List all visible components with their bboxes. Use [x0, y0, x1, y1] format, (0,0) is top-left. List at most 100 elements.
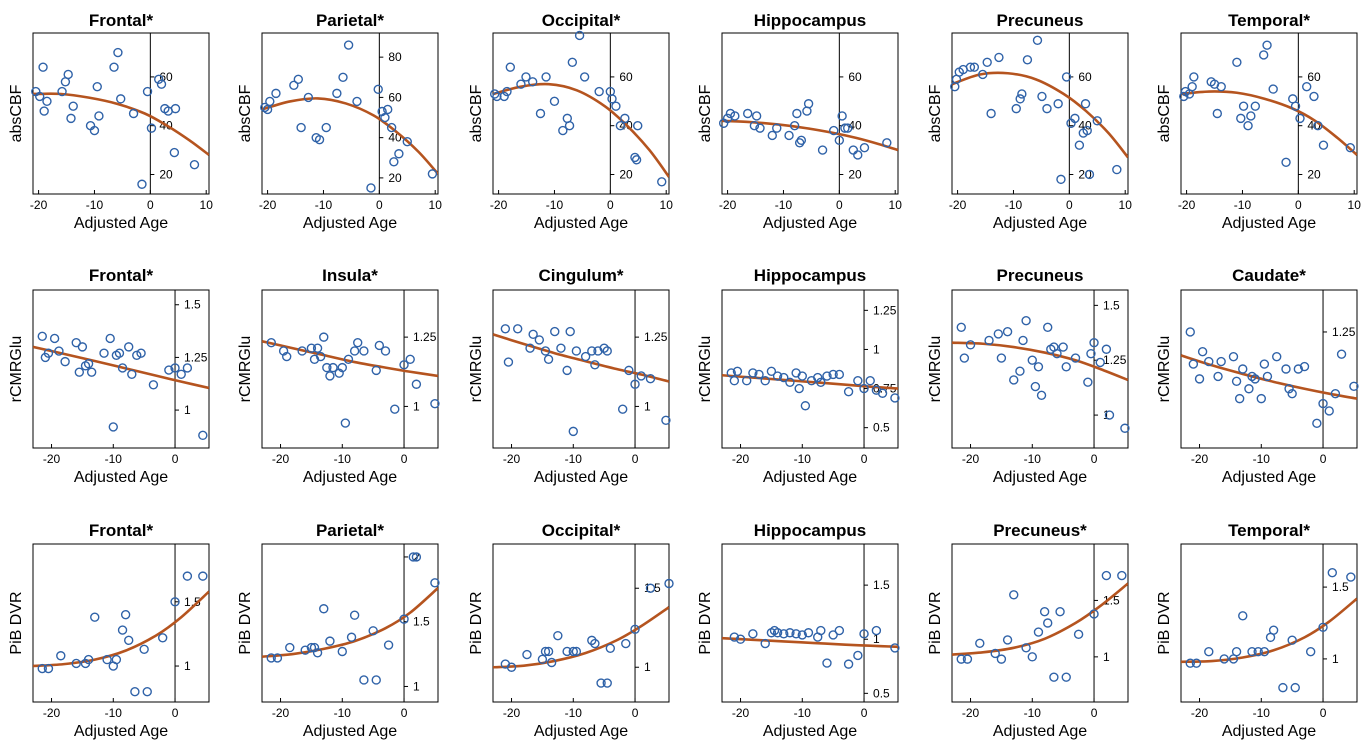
data-point — [1080, 99, 1091, 109]
data-point — [986, 108, 996, 119]
data-point — [1284, 384, 1294, 394]
data-point — [871, 625, 882, 636]
data-point — [725, 108, 736, 119]
data-point — [117, 625, 128, 635]
x-tick-label: -20 — [272, 452, 290, 466]
data-point — [594, 86, 604, 97]
data-point — [1089, 609, 1099, 619]
data-point — [371, 365, 381, 376]
data-point — [969, 62, 980, 72]
data-point — [1027, 355, 1037, 365]
data-point — [1188, 359, 1199, 369]
data-point — [993, 329, 1004, 339]
fit-curve — [493, 82, 669, 178]
data-point — [664, 578, 674, 589]
data-point — [1231, 647, 1242, 657]
data-point — [1074, 140, 1085, 150]
data-point — [405, 354, 415, 364]
data-point — [1278, 682, 1288, 693]
data-point — [37, 331, 47, 342]
y-tick-label: 80 — [388, 50, 402, 64]
data-point — [636, 371, 646, 381]
y-tick-label: 0.5 — [873, 686, 890, 700]
plot-frame — [721, 543, 899, 703]
data-point — [834, 369, 845, 380]
data-point — [1070, 353, 1081, 363]
y-tick-label: 20 — [159, 167, 173, 181]
data-point — [568, 646, 578, 657]
y-tick-label: 60 — [1078, 70, 1092, 84]
data-point — [1089, 337, 1099, 348]
x-tick-label: -20 — [949, 198, 967, 212]
data-point — [492, 91, 502, 102]
data-point — [797, 371, 807, 381]
x-tick-label: 10 — [200, 198, 214, 212]
data-point — [1011, 103, 1021, 114]
data-point — [157, 633, 168, 643]
data-point — [427, 169, 438, 179]
y-axis-label: rCMRGlu — [8, 336, 25, 403]
x-axis-label: Adjusted Age — [1222, 215, 1316, 232]
data-point — [1259, 359, 1270, 369]
y-axis-label: absCBF — [8, 84, 25, 142]
y-tick-label: 2 — [413, 550, 420, 564]
data-point — [813, 372, 823, 383]
data-point — [285, 642, 295, 653]
data-point — [580, 351, 591, 362]
data-point — [1061, 672, 1071, 682]
plot-frame — [32, 543, 210, 703]
data-point — [1204, 647, 1214, 657]
data-point — [537, 654, 548, 665]
data-point — [596, 678, 606, 688]
data-point — [500, 324, 511, 334]
data-point — [556, 343, 566, 353]
data-point — [754, 369, 764, 380]
data-point — [513, 324, 523, 334]
y-tick-label: 1.5 — [1103, 593, 1120, 607]
data-point — [772, 628, 783, 638]
data-point — [1101, 570, 1112, 581]
data-point — [309, 642, 320, 653]
data-point — [1302, 81, 1312, 92]
data-point — [1346, 572, 1356, 582]
data-point — [371, 675, 381, 685]
data-point — [303, 92, 314, 103]
x-tick-label: -10 — [1253, 706, 1271, 720]
data-point — [322, 362, 332, 373]
data-point — [296, 122, 306, 133]
data-point — [817, 145, 828, 155]
data-point — [39, 106, 49, 116]
data-point — [521, 72, 531, 82]
data-point — [265, 96, 275, 107]
x-tick-label: 10 — [889, 198, 903, 212]
data-point — [631, 155, 642, 165]
data-point — [1033, 362, 1044, 372]
y-axis-label: absCBF — [1156, 84, 1173, 142]
data-point — [389, 157, 399, 167]
x-axis-label: Adjusted Age — [534, 723, 628, 740]
data-point — [540, 646, 551, 657]
data-point — [748, 629, 758, 639]
x-axis-label: Adjusted Age — [534, 469, 628, 486]
data-point — [599, 343, 609, 353]
data-point — [742, 376, 752, 386]
y-axis-label: rCMRGlu — [697, 336, 714, 403]
plot-frame — [492, 289, 670, 449]
data-point — [543, 646, 554, 657]
data-point — [630, 624, 640, 635]
data-point — [136, 348, 146, 358]
data-point — [1287, 388, 1297, 399]
x-axis-label: Adjusted Age — [993, 723, 1087, 740]
data-point — [587, 635, 597, 646]
data-point — [124, 342, 134, 352]
data-point — [1095, 357, 1105, 368]
fit-curve — [33, 92, 209, 157]
data-point — [1042, 103, 1052, 114]
data-point — [366, 183, 376, 193]
data-point — [890, 643, 900, 653]
data-point — [784, 130, 794, 141]
data-point — [890, 393, 900, 403]
